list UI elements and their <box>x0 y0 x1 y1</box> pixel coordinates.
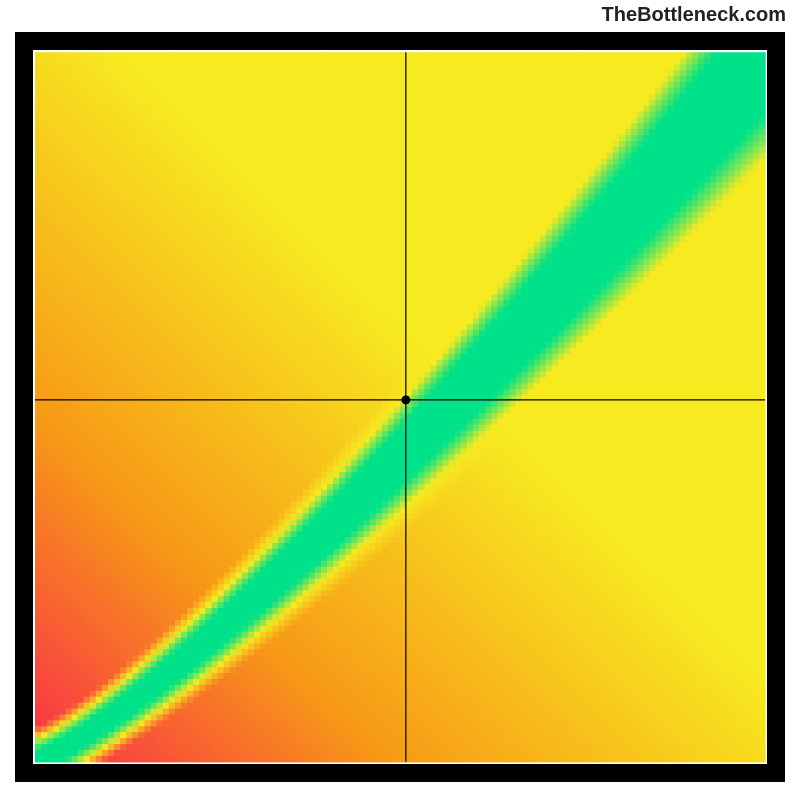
watermark-text: TheBottleneck.com <box>602 4 786 27</box>
bottleneck-heatmap <box>15 32 785 782</box>
